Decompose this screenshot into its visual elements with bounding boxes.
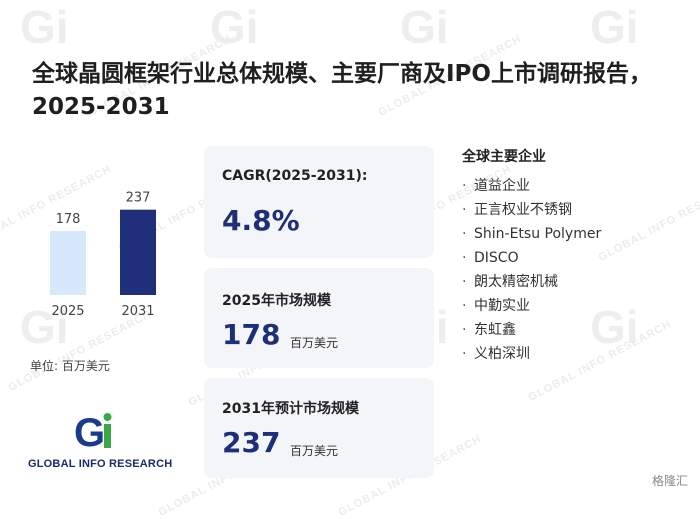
bullet-icon: · bbox=[462, 250, 467, 266]
companies-panel: 全球主要企业 · 道益企业 · 正言权业不锈钢 · Shin-Etsu Polymer · D… bbox=[462, 146, 601, 366]
company-name: 朗太精密机械 bbox=[474, 274, 558, 290]
company-item: · 东虹鑫 bbox=[462, 318, 601, 342]
company-item: · DISCO bbox=[462, 246, 601, 270]
logo-text: GLOBAL INFO RESEARCH bbox=[28, 458, 173, 470]
bullet-icon: · bbox=[462, 178, 467, 194]
company-name: 中勤实业 bbox=[474, 298, 530, 314]
corner-badge: 格隆汇 bbox=[651, 474, 688, 488]
watermark-logo: Gi bbox=[20, 1, 69, 53]
card-value: 237 bbox=[222, 426, 281, 459]
company-name: Shin-Etsu Polymer bbox=[474, 226, 602, 242]
bar-value-label: 237 bbox=[126, 191, 151, 206]
bar-2031 bbox=[120, 209, 156, 295]
bar-2025 bbox=[50, 230, 86, 295]
company-name: 道益企业 bbox=[474, 178, 530, 194]
bullet-icon: · bbox=[462, 202, 467, 218]
bar-chart: 178 2025 237 2031 bbox=[50, 191, 156, 319]
companies-list: · 道益企业 · 正言权业不锈钢 · Shin-Etsu Polymer · DISCO · 朗太… bbox=[462, 174, 601, 366]
card-label: 2031年预计市场规模 bbox=[222, 401, 359, 417]
logo-mark-dot bbox=[103, 413, 112, 421]
company-item: · 中勤实业 bbox=[462, 294, 601, 318]
bullet-icon: · bbox=[462, 274, 467, 290]
page-title: 全球晶圆框架行业总体规模、主要厂商及IPO上市调研报告，2025-2031 bbox=[32, 61, 652, 120]
company-name: DISCO bbox=[474, 250, 519, 266]
unit-label: 单位: 百万美元 bbox=[30, 359, 110, 373]
company-item: · 正言权业不锈钢 bbox=[462, 198, 601, 222]
card-unit: 百万美元 bbox=[290, 336, 339, 350]
watermark-text: GLOBAL INFO RESEARCH bbox=[596, 178, 700, 264]
watermark-logo: Gi bbox=[590, 1, 639, 53]
watermark-logo: Gi bbox=[210, 1, 259, 53]
company-item: · 道益企业 bbox=[462, 174, 601, 198]
companies-heading: 全球主要企业 bbox=[462, 149, 546, 165]
gi-logo-icon: G bbox=[74, 411, 112, 455]
card-market-2025: 2025年市场规模 178 百万美元 bbox=[204, 268, 434, 368]
card-cagr: CAGR(2025-2031): 4.8% bbox=[204, 146, 434, 258]
logo-mark-i bbox=[104, 424, 111, 448]
bullet-icon: · bbox=[462, 298, 467, 314]
bullet-icon: · bbox=[462, 322, 467, 338]
card-value: 4.8% bbox=[222, 204, 300, 237]
category-label: 2031 bbox=[121, 304, 154, 319]
company-name: 义柏深圳 bbox=[474, 346, 530, 362]
watermark-logo: Gi bbox=[400, 1, 449, 53]
card-label: 2025年市场规模 bbox=[222, 293, 331, 309]
company-name: 东虹鑫 bbox=[474, 322, 516, 338]
company-item: · 义柏深圳 bbox=[462, 342, 601, 366]
company-item: · Shin-Etsu Polymer bbox=[462, 222, 601, 246]
card-label: CAGR(2025-2031): bbox=[222, 168, 368, 184]
company-logo: G GLOBAL INFO RESEARCH bbox=[28, 411, 173, 470]
company-item: · 朗太精密机械 bbox=[462, 270, 601, 294]
card-value: 178 bbox=[222, 318, 281, 351]
company-name: 正言权业不锈钢 bbox=[474, 202, 572, 218]
category-label: 2025 bbox=[51, 304, 84, 319]
bullet-icon: · bbox=[462, 226, 467, 242]
logo-mark-g: G bbox=[74, 412, 105, 452]
bar-value-label: 178 bbox=[56, 212, 81, 227]
card-unit: 百万美元 bbox=[290, 444, 339, 458]
card-market-2031: 2031年预计市场规模 237 百万美元 bbox=[204, 378, 434, 478]
bullet-icon: · bbox=[462, 346, 467, 362]
